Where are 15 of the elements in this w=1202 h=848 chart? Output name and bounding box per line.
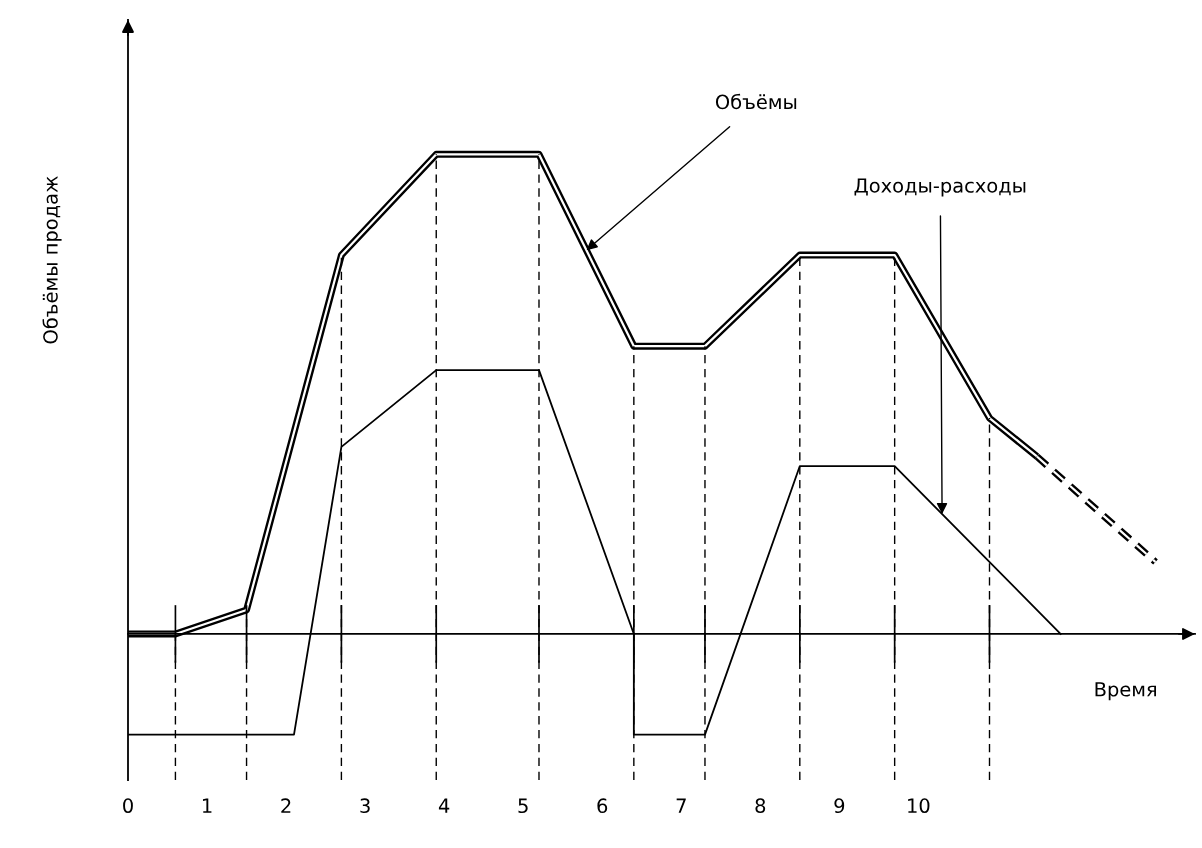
- x-tick-label: 7: [676, 798, 686, 813]
- x-tick-label: 8: [755, 798, 766, 814]
- x-tick-label: 1: [202, 798, 212, 813]
- x-tick-label: 3: [360, 798, 370, 814]
- x-tick-label: 2: [281, 798, 291, 813]
- annotation: Объёмы: [715, 93, 797, 110]
- x-tick-label: 4: [438, 798, 450, 813]
- annotation: Доходы-расходы: [854, 178, 1026, 197]
- x-tick-label: 0: [123, 798, 133, 814]
- x-tick-label: 6: [597, 798, 608, 814]
- x-tick-label: 5: [518, 798, 528, 814]
- x-tick-label: 9: [834, 798, 845, 814]
- y-axis-title: Объёмы продаж: [42, 176, 62, 344]
- x-tick-label: 10: [908, 798, 930, 814]
- x-axis-title: Время: [1095, 682, 1156, 701]
